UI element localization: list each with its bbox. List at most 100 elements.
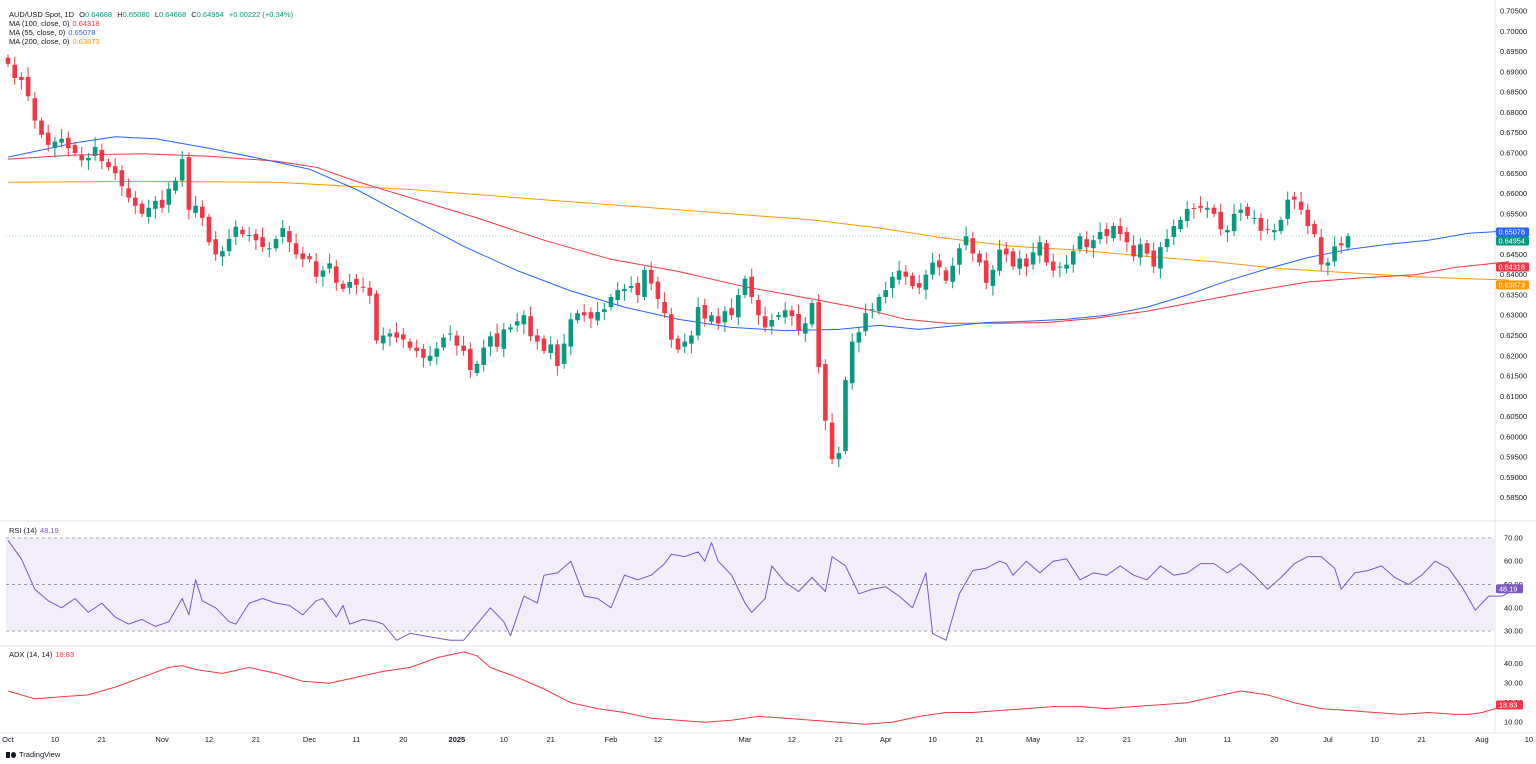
candle-body bbox=[581, 312, 587, 316]
time-tick-label: 21 bbox=[1418, 735, 1426, 744]
candle-body bbox=[494, 333, 500, 347]
candle-body bbox=[514, 321, 520, 326]
candle-down bbox=[655, 276, 661, 309]
candle-body bbox=[72, 145, 78, 154]
candle-body bbox=[1211, 207, 1217, 214]
candle-down bbox=[829, 412, 835, 465]
candle-body bbox=[86, 157, 91, 161]
candle-body bbox=[213, 239, 218, 255]
candle-body bbox=[789, 310, 795, 317]
tradingview-logo[interactable]: TradingView bbox=[6, 750, 60, 759]
candle-down bbox=[541, 335, 547, 355]
price-tick-label: 0.59000 bbox=[1500, 473, 1527, 482]
candle-up bbox=[883, 281, 888, 304]
candle-body bbox=[937, 260, 942, 268]
candle-up bbox=[1238, 203, 1244, 221]
candle-body bbox=[1325, 262, 1331, 266]
legend-ma100-row[interactable]: MA (100, close, 0) 0.64318 bbox=[9, 19, 296, 28]
candle-down bbox=[307, 252, 312, 263]
candle-body bbox=[1138, 244, 1143, 258]
candle-up bbox=[434, 341, 440, 365]
candle-body bbox=[548, 344, 553, 353]
price-badge-label: 0.64318 bbox=[1499, 263, 1525, 272]
time-tick-label: 11 bbox=[353, 735, 361, 744]
candle-body bbox=[642, 269, 647, 297]
candle-up bbox=[595, 302, 600, 326]
candle-down bbox=[407, 338, 413, 351]
rsi-badge-bg bbox=[1496, 584, 1523, 594]
candle-body bbox=[12, 64, 17, 78]
legend-ma55-row[interactable]: MA (55, close, 0) 0.65078 bbox=[9, 28, 296, 37]
candle-body bbox=[695, 307, 701, 336]
candle-up bbox=[990, 264, 996, 296]
candle-up bbox=[508, 324, 513, 333]
price-badge: 0.63873 bbox=[1496, 280, 1529, 290]
candle-body bbox=[119, 170, 125, 187]
candle-down bbox=[112, 158, 118, 180]
candle-body bbox=[1004, 248, 1009, 255]
adx-value: 18.83 bbox=[55, 650, 75, 659]
time-tick-label: 21 bbox=[835, 735, 843, 744]
candle-down bbox=[1218, 203, 1223, 236]
tradingview-logo-icon bbox=[6, 751, 16, 758]
candle-body bbox=[903, 271, 909, 277]
candle-down bbox=[588, 307, 594, 329]
candle-down bbox=[983, 252, 989, 290]
candle-body bbox=[742, 278, 748, 295]
legend-adx[interactable]: ADX (14, 14) 18.83 bbox=[9, 650, 77, 659]
candle-up bbox=[226, 229, 232, 257]
candle-body bbox=[360, 286, 366, 288]
candle-body bbox=[628, 286, 634, 288]
candle-up bbox=[628, 276, 634, 293]
candle-body bbox=[99, 149, 105, 162]
candle-up bbox=[427, 346, 433, 366]
candle-body bbox=[796, 314, 801, 331]
candle-body bbox=[635, 282, 641, 295]
candle-up bbox=[267, 241, 272, 258]
candle-body bbox=[66, 137, 71, 149]
candle-down bbox=[106, 158, 111, 171]
time-tick-label: 21 bbox=[1123, 735, 1131, 744]
candle-down bbox=[1004, 242, 1009, 263]
candle-down bbox=[1305, 203, 1311, 235]
rsi-tick-label: 30.00 bbox=[1504, 627, 1523, 636]
candle-body bbox=[1258, 217, 1264, 231]
candle-body bbox=[474, 363, 480, 374]
candle-body bbox=[374, 293, 379, 341]
close-label: C bbox=[191, 10, 197, 19]
symbol-title[interactable]: AUD/USD Spot, 1D bbox=[9, 10, 75, 19]
candles bbox=[5, 54, 1351, 468]
candle-down bbox=[1084, 231, 1089, 254]
legend-rsi[interactable]: RSI (14) 48.19 bbox=[9, 526, 62, 535]
candle-body bbox=[1164, 238, 1170, 248]
price-badge-label: 0.65078 bbox=[1499, 228, 1525, 237]
candle-down bbox=[461, 335, 466, 356]
candle-down bbox=[401, 328, 406, 348]
candle-down bbox=[581, 304, 587, 322]
candle-body bbox=[1111, 226, 1116, 239]
candle-down bbox=[99, 143, 105, 170]
rsi-tick-label: 40.00 bbox=[1504, 603, 1523, 612]
candle-up bbox=[173, 177, 178, 194]
candle-body bbox=[883, 290, 888, 297]
high-label: H bbox=[117, 10, 123, 19]
candle-down bbox=[1312, 220, 1317, 238]
candle-body bbox=[334, 266, 339, 283]
candle-up bbox=[280, 219, 285, 244]
candle-body bbox=[521, 315, 527, 325]
candle-down bbox=[340, 280, 346, 293]
candle-up bbox=[769, 313, 775, 335]
candle-up bbox=[923, 269, 929, 300]
legend-ma200-row[interactable]: MA (200, close, 0) 0.63873 bbox=[9, 37, 296, 46]
candle-body bbox=[166, 188, 172, 205]
price-tick-label: 0.60000 bbox=[1500, 432, 1527, 441]
candle-body bbox=[293, 243, 299, 255]
candle-down bbox=[12, 56, 17, 85]
candle-up bbox=[488, 331, 493, 357]
candle-body bbox=[39, 120, 44, 135]
candle-body bbox=[689, 335, 694, 344]
price-tick-label: 0.64000 bbox=[1500, 270, 1527, 279]
price-badge-label: 0.63873 bbox=[1499, 281, 1525, 290]
candle-down bbox=[1265, 219, 1270, 235]
